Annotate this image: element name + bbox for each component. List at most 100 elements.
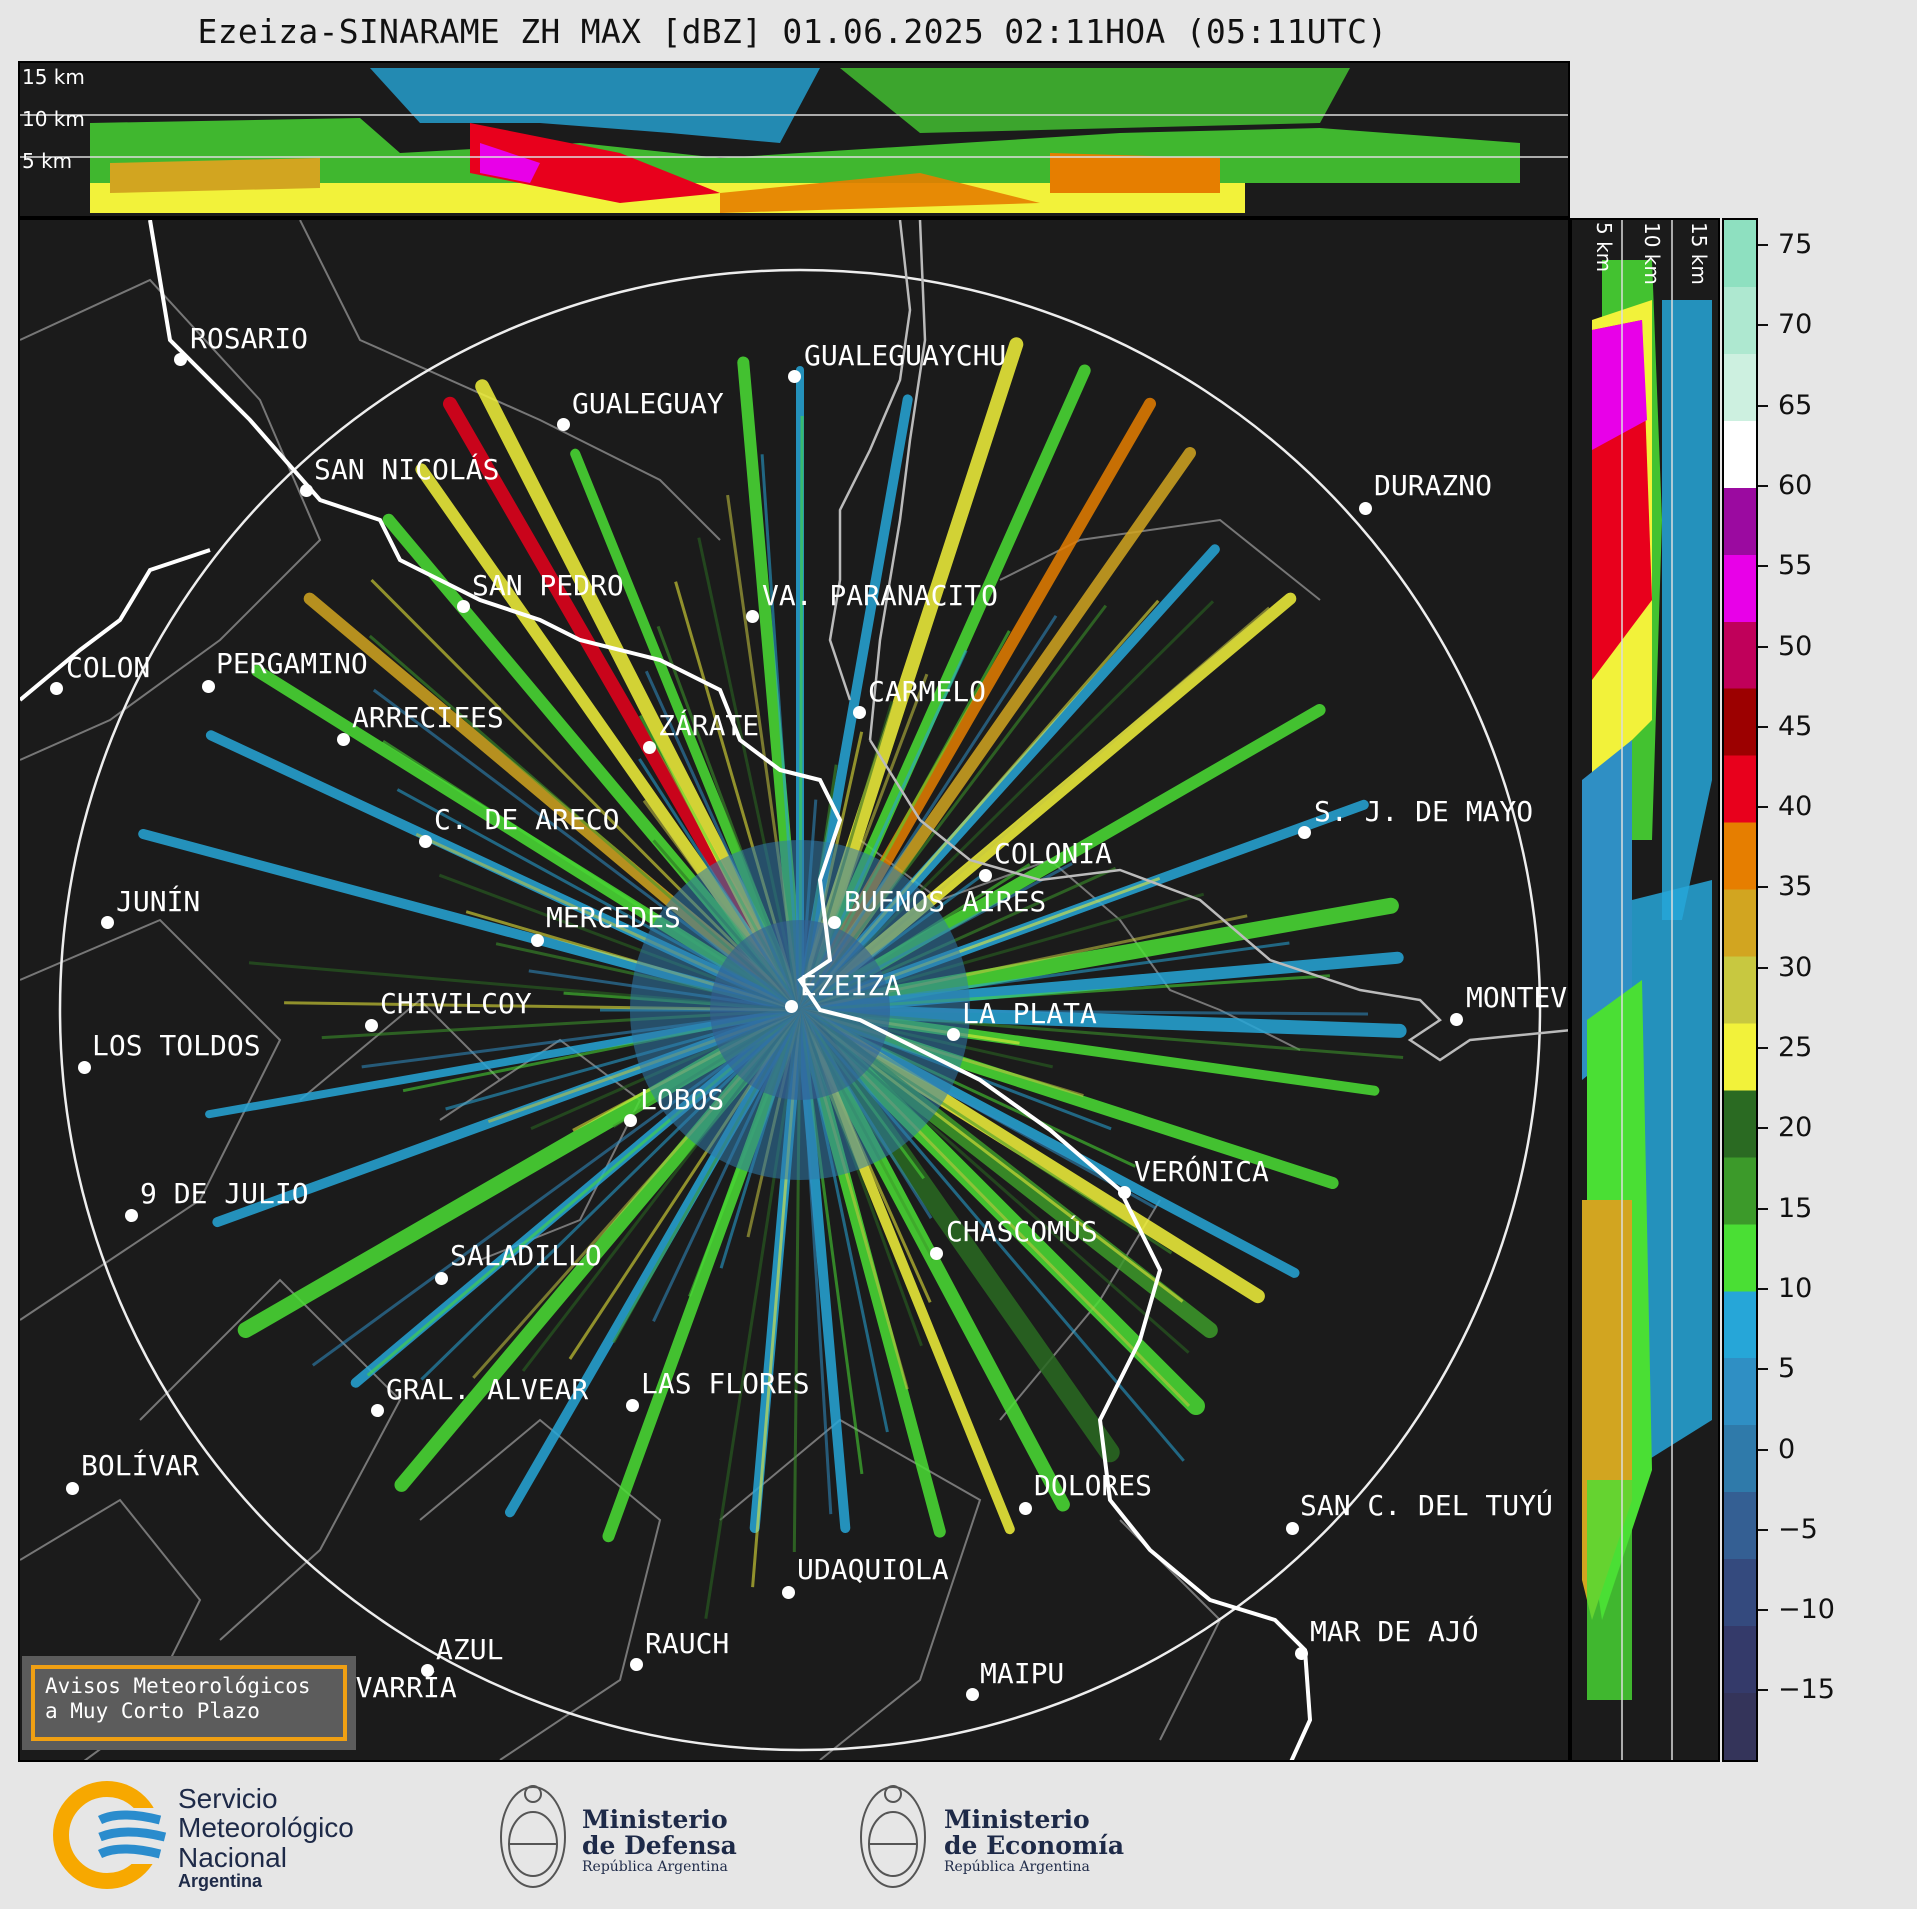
top-cross-section: 15 km 10 km 5 km bbox=[18, 61, 1570, 218]
altitude-label: 5 km bbox=[22, 149, 73, 173]
side-altitude-label: 15 km bbox=[1687, 222, 1711, 285]
colorbar-tick-mark bbox=[1758, 1047, 1768, 1049]
city-label: LOBOS bbox=[640, 1083, 725, 1116]
colorbar-tick-mark bbox=[1758, 1689, 1768, 1692]
city-label: VERÓNICA bbox=[1134, 1155, 1269, 1188]
city-dot bbox=[419, 835, 432, 848]
economia-line2: de Economía bbox=[944, 1831, 1125, 1861]
colorbar-tick-mark bbox=[1758, 244, 1768, 246]
radar-map bbox=[18, 218, 1570, 1762]
city-label: COLON bbox=[66, 651, 151, 684]
city-label: COLONIA bbox=[994, 837, 1113, 870]
city-dot bbox=[531, 934, 544, 947]
city-dot bbox=[1295, 1647, 1308, 1660]
warning-notice-line2: a Muy Corto Plazo bbox=[45, 1699, 260, 1724]
colorbar-tick-mark bbox=[1758, 1448, 1768, 1451]
city-label: SAN PEDRO bbox=[472, 569, 624, 602]
economia-line3: República Argentina bbox=[944, 1858, 1090, 1875]
side-cross-section-echo bbox=[1582, 220, 1712, 1760]
colorbar-tick-label: 55 bbox=[1778, 550, 1813, 582]
city-label: RAUCH bbox=[645, 1627, 730, 1660]
city-label: VA. PARANACITO bbox=[762, 579, 999, 612]
uruguay-coast bbox=[828, 220, 1568, 1062]
city-label: CARMELO bbox=[868, 675, 987, 708]
city-dot bbox=[746, 610, 759, 623]
city-label: PERGAMINO bbox=[216, 647, 368, 680]
range-ring bbox=[58, 268, 1542, 1752]
smn-line4: Argentina bbox=[178, 1871, 263, 1892]
city-dot bbox=[300, 484, 313, 497]
city-dot bbox=[435, 1272, 448, 1285]
footer-logos: Servicio Meteorológico Nacional Argentin… bbox=[0, 1762, 1917, 1909]
city-dot bbox=[50, 682, 63, 695]
colorbar-tick-mark bbox=[1758, 1368, 1768, 1371]
city-label: ROSARIO bbox=[190, 322, 309, 355]
city-label: MAR DE AJÓ bbox=[1310, 1615, 1479, 1648]
smn-logo-text: Servicio Meteorológico Nacional Argentin… bbox=[178, 1784, 354, 1891]
colorbar-tick-label: 40 bbox=[1778, 791, 1813, 823]
defensa-line1: Ministerio bbox=[582, 1805, 728, 1834]
defensa-line2: de Defensa bbox=[582, 1831, 737, 1861]
city-dot bbox=[101, 916, 114, 929]
side-altitude-label: 5 km bbox=[1592, 222, 1616, 273]
city-label: LA PLATA bbox=[962, 997, 1097, 1030]
city-label: MERCEDES bbox=[546, 901, 681, 934]
colorbar-tick-mark bbox=[1758, 484, 1768, 487]
city-label: DURAZNO bbox=[1374, 469, 1493, 502]
smn-line1: Servicio bbox=[178, 1783, 278, 1814]
colorbar-tick-label: 0 bbox=[1778, 1433, 1796, 1465]
city-label: BOLÍVAR bbox=[81, 1449, 200, 1482]
city-dot bbox=[1450, 1013, 1463, 1026]
city-dot bbox=[557, 418, 570, 431]
city-label: AZUL bbox=[436, 1633, 504, 1666]
colorbar-tick-label: 70 bbox=[1778, 309, 1813, 341]
colorbar-tick-mark bbox=[1758, 1127, 1768, 1130]
city-label: SALADILLO bbox=[450, 1239, 602, 1272]
city-dot bbox=[853, 706, 866, 719]
city-label: MONTEV bbox=[1466, 981, 1568, 1014]
city-dot bbox=[371, 1404, 384, 1417]
city-dot bbox=[828, 916, 841, 929]
city-dot bbox=[643, 741, 656, 754]
economia-line1: Ministerio bbox=[944, 1805, 1090, 1834]
smn-logo-icon bbox=[53, 1781, 168, 1889]
city-label: JUNÍN bbox=[116, 885, 201, 918]
city-label: CHASCOMÚS bbox=[946, 1215, 1098, 1248]
near-field-echo-core bbox=[710, 920, 890, 1100]
page-title: Ezeiza-SINARAME ZH MAX [dBZ] 01.06.2025 … bbox=[197, 12, 1388, 51]
top-echo-bands bbox=[90, 68, 1520, 213]
colorbar-tick-label: 60 bbox=[1778, 469, 1813, 501]
city-dot bbox=[947, 1028, 960, 1041]
radar-map-canvas bbox=[20, 220, 1568, 1760]
colorbar-tick-label: 65 bbox=[1778, 389, 1813, 421]
city-dot bbox=[125, 1209, 138, 1222]
colorbar-tick-mark bbox=[1758, 1207, 1768, 1210]
warning-notice-box: Avisos Meteorológicos a Muy Corto Plazo bbox=[22, 1656, 356, 1750]
colorbar-tick-mark bbox=[1758, 404, 1768, 407]
city-dot bbox=[1118, 1186, 1131, 1199]
footer-graphics bbox=[53, 1781, 926, 1889]
colorbar-tick-label: 25 bbox=[1778, 1032, 1813, 1063]
colorbar-tick-mark bbox=[1758, 324, 1768, 327]
city-dot bbox=[78, 1061, 91, 1074]
defensa-line3: República Argentina bbox=[582, 1858, 728, 1875]
city-label: BUENOS AIRES bbox=[844, 885, 1047, 918]
defensa-seal-icon bbox=[500, 1785, 566, 1888]
colorbar-tick-label: 45 bbox=[1778, 710, 1813, 742]
city-dot bbox=[788, 370, 801, 383]
city-label: S. J. DE MAYO bbox=[1314, 795, 1534, 828]
city-label: SAN NICOLÁS bbox=[314, 453, 500, 486]
side-cross-section: 5 km 10 km 15 km bbox=[1570, 218, 1720, 1762]
city-label: GUALEGUAYCHU bbox=[804, 339, 1007, 372]
colorbar-tick-label: −15 bbox=[1778, 1674, 1835, 1706]
city-dot bbox=[174, 353, 187, 366]
city-label: ARRECIFES bbox=[352, 701, 504, 734]
defensa-logo-text: Ministerio de Defensa República Argentin… bbox=[582, 1805, 737, 1875]
colorbar-tick-label: 75 bbox=[1778, 229, 1813, 260]
side-altitude-label: 10 km bbox=[1640, 222, 1664, 285]
city-label: UDAQUIOLA bbox=[797, 1553, 949, 1586]
economia-logo-text: Ministerio de Economía República Argenti… bbox=[944, 1805, 1125, 1875]
colorbar-tick-label: 30 bbox=[1778, 951, 1813, 983]
city-dot bbox=[421, 1664, 434, 1677]
colorbar-tick-label: −5 bbox=[1778, 1513, 1818, 1545]
